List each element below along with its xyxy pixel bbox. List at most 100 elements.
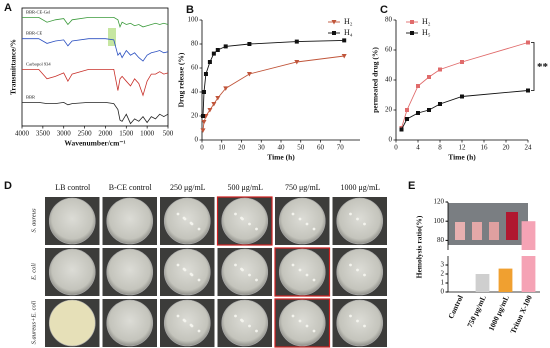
x-tick-label: 16 bbox=[481, 144, 489, 152]
y-tick-label: 0 bbox=[441, 288, 445, 296]
hemolysis-photo bbox=[448, 203, 528, 245]
colony bbox=[248, 222, 251, 226]
x-tick-label: 70 bbox=[337, 144, 345, 152]
marker bbox=[200, 128, 206, 133]
series-line bbox=[22, 17, 169, 29]
x-tick-label: 2000 bbox=[98, 130, 113, 138]
x-tick-label: 0 bbox=[394, 144, 398, 152]
marker bbox=[341, 54, 347, 59]
plate bbox=[163, 299, 211, 347]
colony bbox=[298, 319, 302, 323]
colony bbox=[197, 227, 201, 231]
plate bbox=[278, 197, 326, 245]
plate bbox=[221, 248, 269, 296]
legend-label: H₂ bbox=[344, 17, 353, 26]
colony bbox=[234, 263, 237, 267]
colony bbox=[356, 268, 359, 272]
legend-marker bbox=[410, 20, 414, 24]
legend-marker bbox=[332, 31, 336, 35]
y-tick-label: 20 bbox=[385, 106, 393, 114]
colony bbox=[291, 314, 295, 318]
marker bbox=[215, 96, 221, 101]
marker bbox=[207, 60, 212, 64]
y-tick-label: 2 bbox=[441, 270, 445, 278]
colony bbox=[234, 314, 237, 318]
marker bbox=[247, 42, 252, 46]
highlight-band bbox=[108, 28, 116, 46]
x-axis-label: Time (h) bbox=[448, 153, 476, 162]
colony bbox=[356, 319, 359, 323]
column-header: B-CE control bbox=[109, 183, 153, 192]
x-tick-label: 4 bbox=[416, 144, 420, 152]
x-tick-label: 30 bbox=[258, 144, 266, 152]
marker bbox=[416, 111, 420, 115]
plate bbox=[278, 248, 326, 296]
marker bbox=[211, 51, 216, 56]
colony bbox=[240, 267, 243, 271]
colony bbox=[234, 212, 237, 216]
plate bbox=[106, 299, 154, 347]
bar bbox=[475, 274, 490, 292]
y-tick-label: 0 bbox=[195, 136, 199, 144]
series-line bbox=[202, 55, 345, 131]
colony bbox=[305, 324, 309, 328]
x-axis-label: Time (h) bbox=[267, 153, 295, 162]
colony bbox=[197, 278, 201, 282]
row-label: S.aureus+E. coli bbox=[30, 300, 37, 344]
y-axis-label: Drug release (%) bbox=[177, 52, 186, 107]
colony bbox=[291, 263, 295, 267]
y-axis-label: Hemolysis ratio(%) bbox=[415, 215, 424, 278]
colony bbox=[176, 212, 180, 216]
colony bbox=[349, 212, 352, 216]
y-tick-label: 0 bbox=[389, 136, 393, 144]
marker bbox=[526, 40, 530, 45]
marker bbox=[438, 102, 442, 106]
legend-label: H₅ bbox=[422, 28, 431, 37]
y-tick-label: 3 bbox=[441, 261, 445, 269]
marker bbox=[215, 48, 220, 52]
marker bbox=[399, 127, 404, 132]
x-tick-label: Control bbox=[446, 294, 465, 320]
y-tick-label: 80 bbox=[191, 40, 199, 48]
series-label: BBR-CE-Gel bbox=[26, 9, 51, 14]
plate bbox=[221, 299, 269, 347]
colony bbox=[248, 273, 251, 277]
colony bbox=[291, 212, 295, 216]
plate bbox=[48, 197, 96, 245]
x-axis-label: Wavenumber/cm⁻¹ bbox=[64, 139, 125, 148]
series-line bbox=[202, 39, 345, 117]
marker bbox=[427, 75, 431, 79]
bar bbox=[498, 268, 513, 292]
plate bbox=[48, 248, 96, 296]
column-header: LB control bbox=[55, 183, 91, 192]
colony bbox=[189, 221, 193, 225]
colony bbox=[298, 268, 302, 272]
series-line bbox=[22, 69, 169, 97]
panel-label: B bbox=[186, 4, 194, 16]
plate bbox=[336, 248, 384, 296]
marker bbox=[211, 102, 217, 107]
row-label: E. coli bbox=[30, 263, 37, 281]
marker bbox=[460, 94, 464, 99]
legend-marker bbox=[331, 20, 337, 25]
colony bbox=[197, 329, 201, 333]
x-tick-label: 24 bbox=[525, 144, 533, 152]
colony bbox=[255, 227, 258, 231]
colony bbox=[248, 324, 251, 328]
colony bbox=[240, 318, 243, 322]
bracket bbox=[531, 42, 535, 91]
legend-label: H₄ bbox=[344, 28, 353, 37]
x-tick-label: 1000 bbox=[140, 130, 155, 138]
colony bbox=[240, 216, 243, 220]
marker bbox=[203, 72, 208, 76]
colony bbox=[305, 222, 309, 226]
colony bbox=[255, 278, 258, 282]
colony bbox=[363, 273, 366, 277]
colony bbox=[312, 329, 316, 333]
colony bbox=[349, 314, 352, 318]
plate bbox=[336, 299, 384, 347]
column-header: 1000 μg/mL bbox=[340, 183, 380, 192]
marker bbox=[438, 67, 442, 72]
marker bbox=[223, 44, 228, 49]
